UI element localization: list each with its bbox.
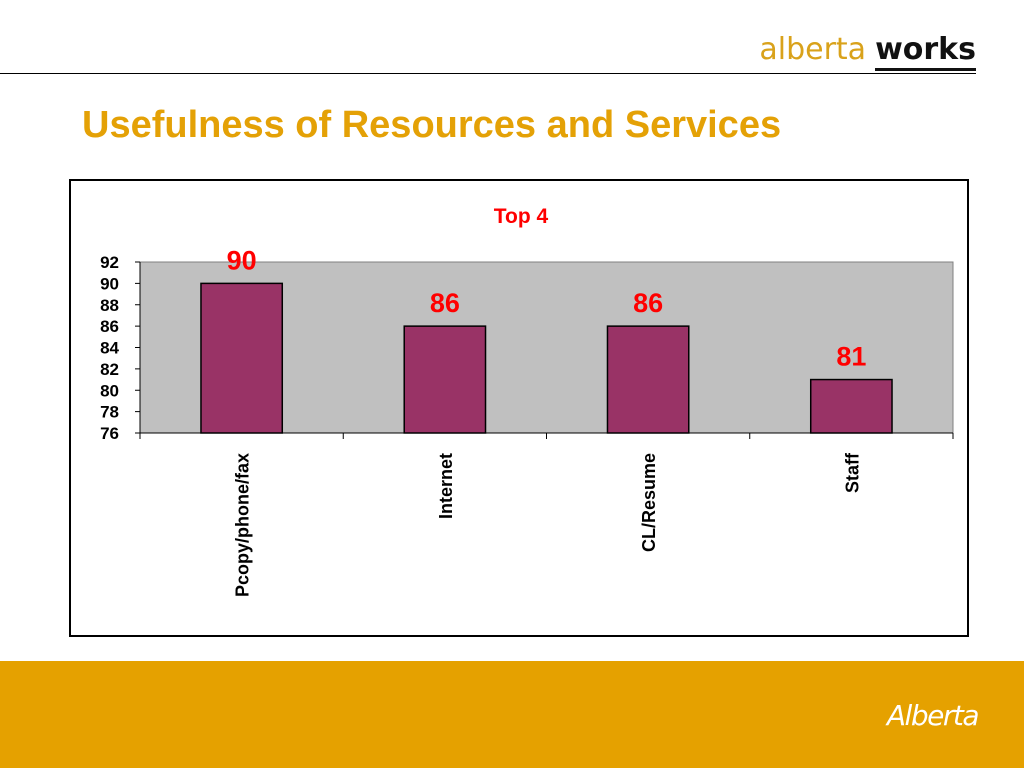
logo-works-text: works <box>875 32 976 71</box>
header-divider <box>0 73 976 74</box>
y-tick-label: 90 <box>100 274 119 293</box>
alberta-works-logo: alberta works <box>759 30 976 71</box>
y-tick-label: 82 <box>100 360 119 379</box>
logo-alberta-text: alberta <box>759 32 867 67</box>
y-tick-label: 84 <box>100 339 119 358</box>
data-label: 86 <box>633 288 663 318</box>
bar <box>403 325 487 434</box>
chart-title: Top 4 <box>494 205 549 228</box>
y-tick-label: 88 <box>100 296 119 315</box>
alberta-government-logo: Alberta <box>886 699 980 732</box>
bar <box>200 282 284 434</box>
y-tick-label: 86 <box>100 317 119 336</box>
bar-chart: Top 4 76 78 80 82 84 86 88 90 92 90 Pcopy/phone/fa… <box>100 205 954 597</box>
footer-band: Alberta <box>0 661 1024 768</box>
data-label: 86 <box>430 288 460 318</box>
data-label: 90 <box>227 245 257 275</box>
category-label: Internet <box>436 453 456 519</box>
bar <box>809 378 893 434</box>
bar <box>606 325 690 434</box>
y-tick-label: 92 <box>100 253 119 272</box>
chart-frame: Top 4 76 78 80 82 84 86 88 90 92 90 Pcopy/phone/fa… <box>69 179 969 637</box>
y-tick-label: 76 <box>100 424 119 443</box>
category-label: CL/Resume <box>639 453 659 552</box>
y-tick-label: 80 <box>100 381 119 400</box>
y-tick-label: 78 <box>100 403 119 422</box>
slide-title: Usefulness of Resources and Services <box>82 104 782 146</box>
category-label: Staff <box>842 452 862 493</box>
category-label: Pcopy/phone/fax <box>233 453 253 597</box>
data-label: 81 <box>836 342 866 372</box>
